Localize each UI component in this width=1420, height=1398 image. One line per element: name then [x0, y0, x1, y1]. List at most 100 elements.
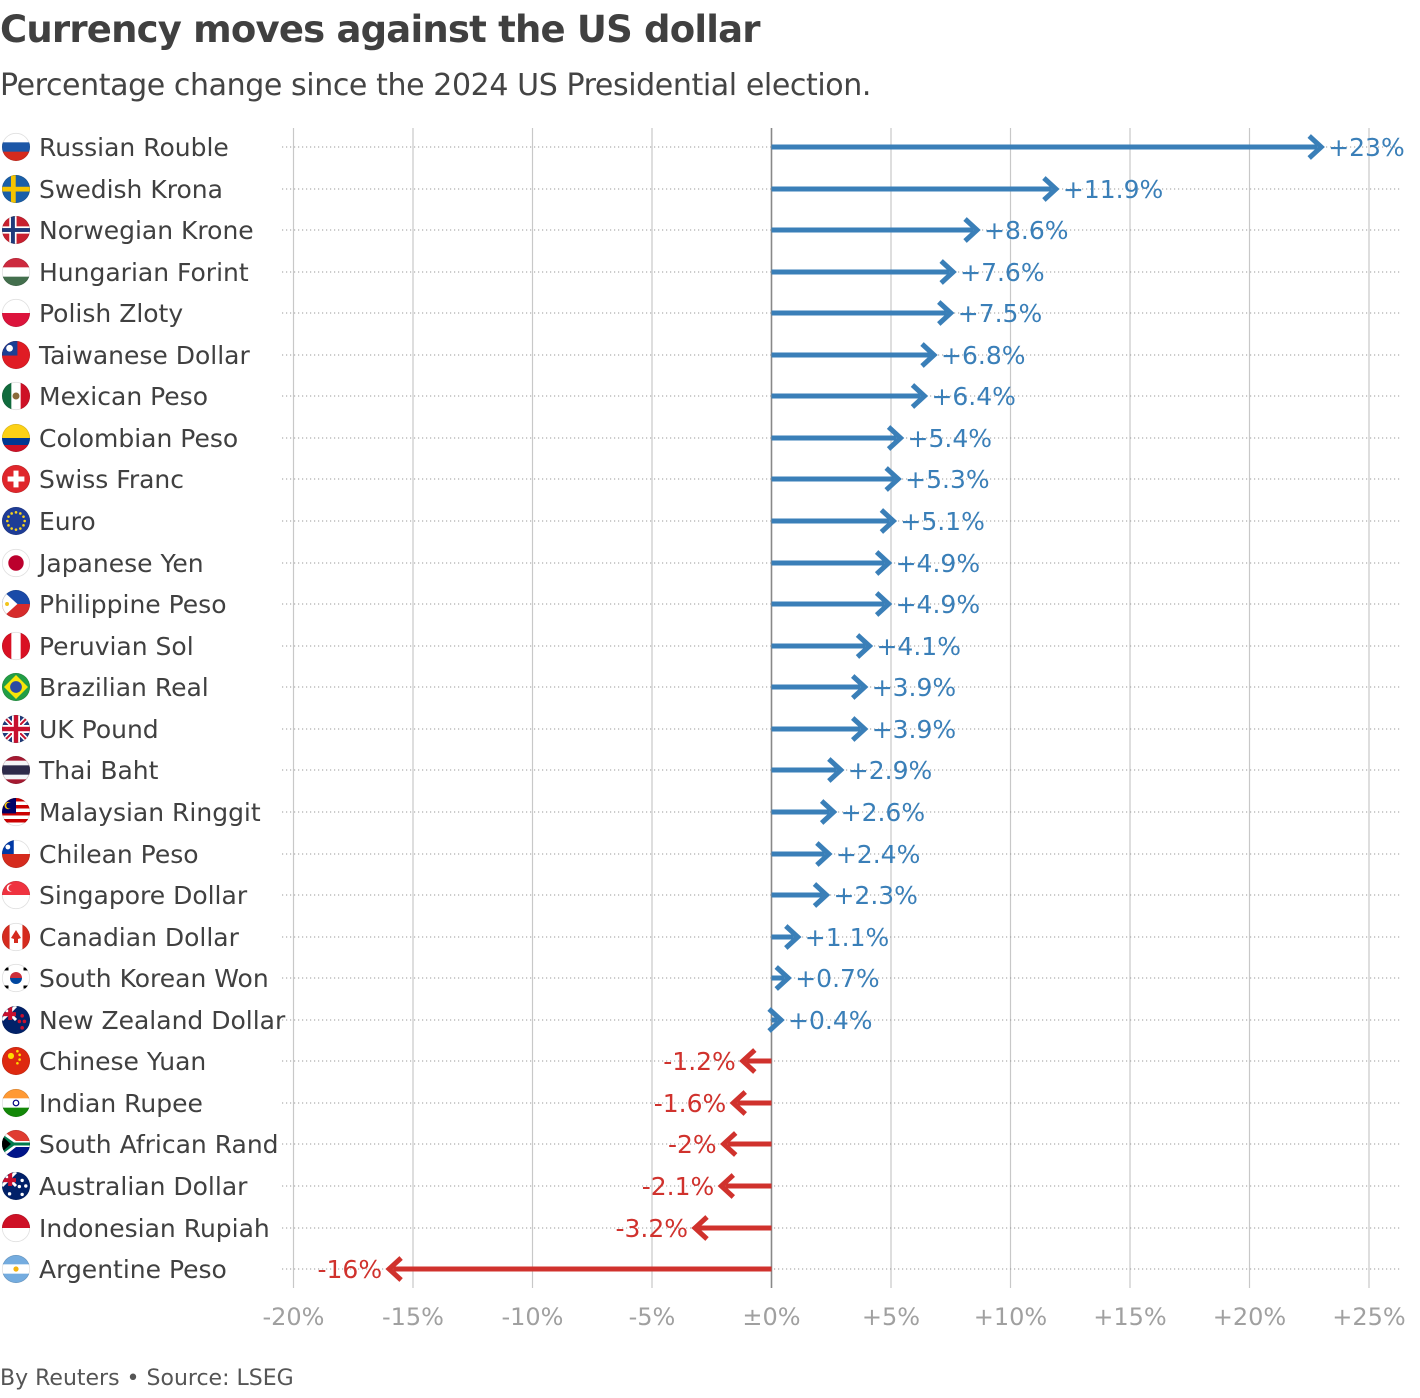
bar-norwegian-krone [771, 217, 981, 243]
value-label-canadian-dollar: +1.1% [805, 923, 889, 952]
russia-flag-icon [1, 132, 31, 162]
bar-taiwanese-dollar [771, 342, 938, 368]
bar-brazilian-real [771, 674, 869, 700]
bar-chilean-peso [771, 841, 833, 867]
bar-russian-rouble [771, 134, 1325, 160]
bar-thai-baht [771, 757, 845, 783]
bar-singapore-dollar [771, 882, 831, 908]
bar-euro [771, 508, 898, 534]
chile-flag-icon [1, 839, 31, 869]
value-label-australian-dollar: -2.1% [642, 1172, 715, 1201]
value-label-japanese-yen: +4.9% [896, 549, 980, 578]
value-label-peruvian-sol: +4.1% [876, 632, 960, 661]
value-label-euro: +5.1% [900, 507, 984, 536]
value-label-swedish-krona: +11.9% [1063, 175, 1163, 204]
value-label-indonesian-rupiah: -3.2% [615, 1214, 688, 1243]
peru-flag-icon [1, 631, 31, 661]
row-label-swedish-krona: Swedish Krona [39, 175, 223, 204]
row-label-south-african-rand: South African Rand [39, 1130, 279, 1159]
row-label-new-zealand-dollar: New Zealand Dollar [39, 1006, 286, 1035]
row-label-malaysian-ringgit: Malaysian Ringgit [39, 798, 261, 827]
bar-canadian-dollar [771, 924, 802, 950]
bar-indonesian-rupiah [691, 1215, 772, 1241]
row-label-colombian-peso: Colombian Peso [39, 424, 238, 453]
colombia-flag-icon [1, 423, 31, 453]
bar-indian-rupee [729, 1090, 772, 1116]
x-tick-label: +20% [1213, 1303, 1286, 1331]
bars [385, 134, 1325, 1282]
x-tick-label: -15% [382, 1303, 444, 1331]
value-labels: +23% +11.9% +8.6% +7.6% +7.5% +6.8% +6.4% +5.4%… [318, 133, 1405, 1284]
bar-peruvian-sol [771, 633, 874, 659]
row-label-uk-pound: UK Pound [39, 715, 159, 744]
china-flag-icon [1, 1046, 31, 1076]
row-label-thai-baht: Thai Baht [38, 756, 159, 785]
value-label-south-korean-won: +0.7% [795, 964, 879, 993]
chart-subtitle: Percentage change since the 2024 US Pres… [0, 68, 871, 103]
value-label-malaysian-ringgit: +2.6% [841, 798, 925, 827]
x-tick-label: -5% [629, 1303, 676, 1331]
indonesia-flag-icon [1, 1213, 31, 1243]
value-label-swiss-franc: +5.3% [905, 465, 989, 494]
bar-hungarian-forint [771, 259, 957, 285]
bar-uk-pound [771, 716, 869, 742]
x-tick-label: +25% [1332, 1303, 1405, 1331]
row-label-russian-rouble: Russian Rouble [39, 133, 229, 162]
value-label-russian-rouble: +23% [1328, 133, 1405, 162]
bar-south-african-rand [720, 1131, 772, 1157]
value-label-chinese-yuan: -1.2% [663, 1047, 736, 1076]
row-label-peruvian-sol: Peruvian Sol [39, 632, 194, 661]
value-label-argentine-peso: -16% [318, 1255, 383, 1284]
bar-colombian-peso [771, 425, 905, 451]
value-label-polish-zloty: +7.5% [958, 299, 1042, 328]
singapore-flag-icon [1, 880, 31, 910]
x-tick-label: +10% [974, 1303, 1047, 1331]
bar-argentine-peso [385, 1256, 772, 1282]
value-label-mexican-peso: +6.4% [931, 382, 1015, 411]
thailand-flag-icon [1, 755, 31, 785]
x-tick-label: ±0% [742, 1303, 800, 1331]
bar-philippine-peso [771, 591, 893, 617]
value-label-singapore-dollar: +2.3% [833, 881, 917, 910]
x-tick-label: -20% [262, 1303, 324, 1331]
row-label-norwegian-krone: Norwegian Krone [39, 216, 254, 245]
bar-new-zealand-dollar [767, 1007, 785, 1033]
value-label-norwegian-krone: +8.6% [984, 216, 1068, 245]
chart-title: Currency moves against the US dollar [0, 8, 761, 51]
philippines-flag-icon [1, 589, 31, 619]
row-label-taiwanese-dollar: Taiwanese Dollar [38, 341, 251, 370]
hungary-flag-icon [1, 257, 31, 287]
japan-flag-icon [1, 548, 31, 578]
x-tick-label: -10% [501, 1303, 563, 1331]
australia-flag-icon [1, 1171, 31, 1201]
row-label-chinese-yuan: Chinese Yuan [39, 1047, 206, 1076]
value-label-hungarian-forint: +7.6% [960, 258, 1044, 287]
row-label-japanese-yen: Japanese Yen [37, 549, 204, 578]
poland-flag-icon [1, 298, 31, 328]
canada-flag-icon [1, 922, 31, 952]
flags [1, 132, 31, 1284]
india-flag-icon [1, 1088, 31, 1118]
norway-flag-icon [1, 215, 31, 245]
bar-polish-zloty [771, 300, 955, 326]
row-label-singapore-dollar: Singapore Dollar [39, 881, 248, 910]
argentina-flag-icon [1, 1254, 31, 1284]
value-label-taiwanese-dollar: +6.8% [941, 341, 1025, 370]
value-label-thai-baht: +2.9% [848, 756, 932, 785]
switzerland-flag-icon [1, 464, 31, 494]
value-label-new-zealand-dollar: +0.4% [788, 1006, 872, 1035]
row-label-swiss-franc: Swiss Franc [39, 465, 184, 494]
brazil-flag-icon [1, 672, 31, 702]
x-tick-label: +15% [1093, 1303, 1166, 1331]
row-label-chilean-peso: Chilean Peso [39, 840, 199, 869]
gridlines [292, 128, 1370, 1288]
value-label-uk-pound: +3.9% [872, 715, 956, 744]
value-label-indian-rupee: -1.6% [654, 1089, 727, 1118]
malaysia-flag-icon [1, 797, 31, 827]
x-tick-label: +5% [862, 1303, 920, 1331]
bar-swiss-franc [771, 466, 902, 492]
eu-flag-icon [1, 506, 31, 536]
row-label-polish-zloty: Polish Zloty [39, 299, 183, 328]
row-label-brazilian-real: Brazilian Real [39, 673, 209, 702]
south-africa-flag-icon [1, 1129, 31, 1159]
